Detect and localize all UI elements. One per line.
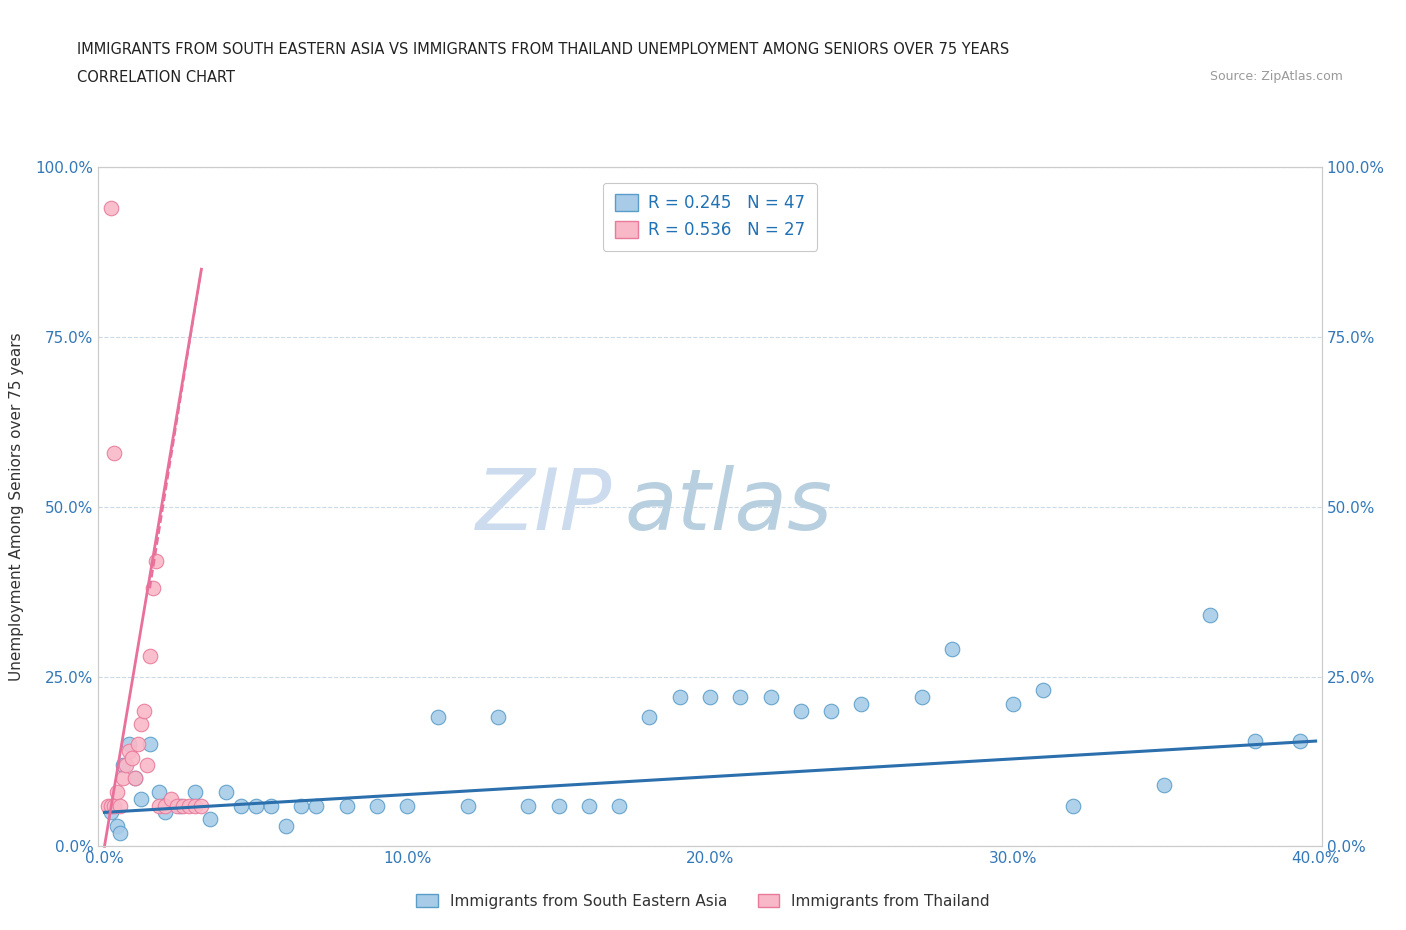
Point: [396, 798, 419, 813]
Point: [1153, 777, 1175, 792]
Point: [166, 798, 188, 813]
Point: [127, 737, 149, 752]
Point: [139, 649, 162, 664]
Point: [607, 798, 630, 813]
Point: [1001, 697, 1024, 711]
Point: [184, 798, 207, 813]
Point: [245, 798, 267, 813]
Point: [366, 798, 388, 813]
Point: [851, 697, 873, 711]
Point: [1289, 734, 1312, 749]
Point: [148, 785, 170, 800]
Point: [699, 689, 721, 704]
Point: [129, 717, 152, 732]
Point: [108, 825, 131, 840]
Point: [142, 581, 165, 596]
Point: [941, 642, 963, 657]
Point: [105, 818, 128, 833]
Point: [578, 798, 600, 813]
Point: [730, 689, 752, 704]
Legend: R = 0.245   N = 47, R = 0.536   N = 27: R = 0.245 N = 47, R = 0.536 N = 27: [603, 182, 817, 250]
Point: [190, 798, 212, 813]
Point: [135, 757, 157, 772]
Point: [100, 805, 122, 820]
Point: [103, 445, 125, 460]
Point: [153, 805, 176, 820]
Point: [124, 771, 146, 786]
Point: [214, 785, 236, 800]
Point: [129, 791, 152, 806]
Point: [276, 818, 298, 833]
Text: CORRELATION CHART: CORRELATION CHART: [77, 70, 235, 85]
Point: [124, 771, 146, 786]
Point: [184, 785, 207, 800]
Point: [290, 798, 312, 813]
Text: Source: ZipAtlas.com: Source: ZipAtlas.com: [1209, 70, 1343, 83]
Legend: Immigrants from South Eastern Asia, Immigrants from Thailand: Immigrants from South Eastern Asia, Immi…: [411, 887, 995, 915]
Point: [153, 798, 176, 813]
Point: [111, 771, 134, 786]
Point: [820, 703, 842, 718]
Point: [100, 201, 122, 216]
Point: [547, 798, 569, 813]
Point: [111, 757, 134, 772]
Point: [160, 791, 183, 806]
Point: [118, 744, 141, 759]
Point: [260, 798, 283, 813]
Point: [790, 703, 813, 718]
Point: [139, 737, 162, 752]
Point: [179, 798, 201, 813]
Point: [200, 812, 222, 827]
Point: [426, 710, 449, 724]
Point: [100, 798, 122, 813]
Point: [1062, 798, 1084, 813]
Point: [96, 798, 118, 813]
Point: [229, 798, 252, 813]
Point: [132, 703, 155, 718]
Point: [121, 751, 143, 765]
Point: [172, 798, 194, 813]
Point: [148, 798, 170, 813]
Point: [145, 553, 167, 568]
Point: [911, 689, 934, 704]
Point: [486, 710, 509, 724]
Point: [668, 689, 690, 704]
Point: [114, 757, 136, 772]
Point: [118, 737, 141, 752]
Point: [105, 785, 128, 800]
Point: [336, 798, 359, 813]
Point: [1198, 608, 1220, 623]
Point: [517, 798, 540, 813]
Text: IMMIGRANTS FROM SOUTH EASTERN ASIA VS IMMIGRANTS FROM THAILAND UNEMPLOYMENT AMON: IMMIGRANTS FROM SOUTH EASTERN ASIA VS IM…: [77, 42, 1010, 57]
Text: ZIP: ZIP: [475, 465, 612, 549]
Point: [759, 689, 782, 704]
Text: atlas: atlas: [624, 465, 832, 549]
Point: [169, 798, 191, 813]
Point: [1032, 683, 1054, 698]
Point: [103, 798, 125, 813]
Point: [305, 798, 328, 813]
Point: [457, 798, 479, 813]
Point: [108, 798, 131, 813]
Point: [638, 710, 661, 724]
Point: [1244, 734, 1267, 749]
Y-axis label: Unemployment Among Seniors over 75 years: Unemployment Among Seniors over 75 years: [10, 333, 24, 681]
